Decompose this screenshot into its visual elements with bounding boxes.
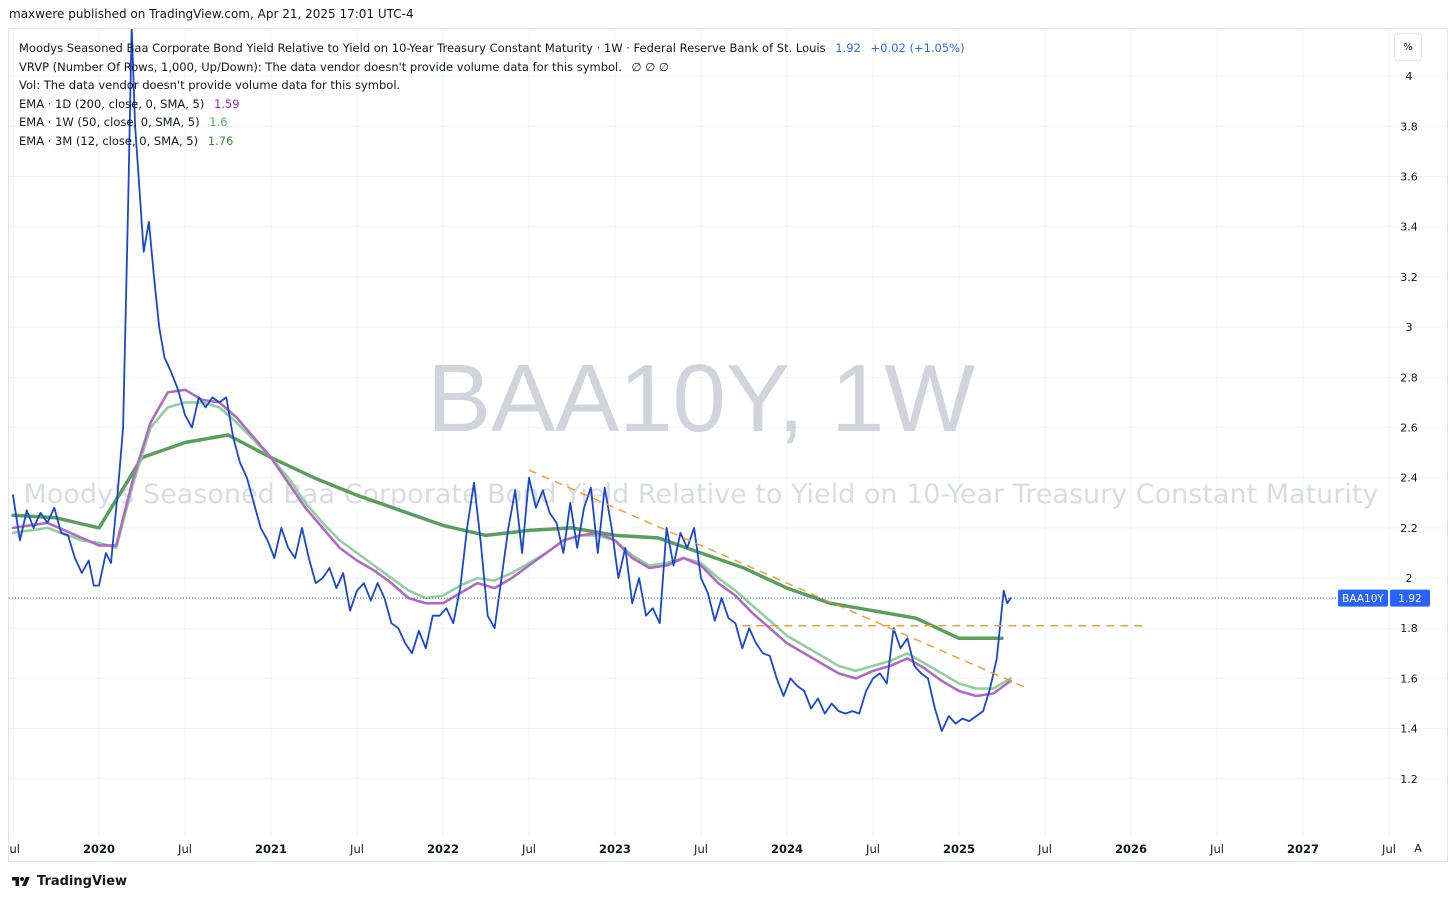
- price-tag: BAA10Y 1.92: [1338, 589, 1430, 607]
- legend-ema-3m[interactable]: EMA · 3M (12, close, 0, SMA, 5) 1.76: [19, 132, 965, 151]
- x-tick-label: 2020: [83, 842, 115, 856]
- x-tick-label: Jul: [1381, 842, 1396, 856]
- chart-frame[interactable]: BAA10Y, 1W Moody's Seasoned Baa Corporat…: [8, 28, 1448, 862]
- x-tick-label: 2022: [427, 842, 459, 856]
- x-tick-label: Jul: [349, 842, 364, 856]
- y-tick-label: 3: [1406, 321, 1413, 334]
- x-tick-label: 2026: [1115, 842, 1147, 856]
- series-line-ema_1d: [11, 388, 1012, 698]
- auto-scale-button[interactable]: A: [1414, 841, 1422, 855]
- y-tick-label: 1.4: [1400, 723, 1418, 736]
- y-tick-label: 3.4: [1400, 221, 1418, 234]
- y-tick-label: 2: [1406, 572, 1413, 585]
- y-tick-label: 3.6: [1400, 171, 1418, 184]
- price-tag-value-bg: [1390, 589, 1430, 607]
- publish-header: maxwere published on TradingView.com, Ap…: [9, 7, 414, 21]
- x-tick-label: 2025: [943, 842, 975, 856]
- tradingview-logo-icon: [12, 876, 30, 886]
- watermark-description: Moody's Seasoned Baa Corporate Bond Yiel…: [24, 479, 1379, 510]
- y-tick-label: 1.2: [1400, 773, 1418, 786]
- x-axis: Jul 2020 Jul 2021 Jul 2022 Jul 2023 Jul 2024 Jul 20…: [9, 842, 1396, 856]
- trendlines: [528, 469, 1149, 690]
- legend-ema-1w-value: 1.6: [209, 115, 228, 129]
- series-line-price: [12, 29, 1012, 732]
- y-tick-label: 3.8: [1400, 120, 1418, 133]
- x-tick-label: Jul: [1209, 842, 1224, 856]
- y-tick-label: 1.8: [1400, 622, 1418, 635]
- legend-vrvp[interactable]: VRVP (Number Of Rows, 1,000, Up/Down): T…: [19, 58, 965, 77]
- y-tick-label: 2.6: [1400, 421, 1418, 434]
- price-tag-value: 1.92: [1398, 593, 1421, 605]
- watermark: BAA10Y, 1W Moody's Seasoned Baa Corporat…: [24, 345, 1379, 510]
- legend-main[interactable]: Moodys Seasoned Baa Corporate Bond Yield…: [19, 39, 965, 58]
- legend-vrvp-values: ∅ ∅ ∅: [631, 59, 669, 74]
- legend-vrvp-label: VRVP (Number Of Rows, 1,000, Up/Down): T…: [19, 59, 622, 74]
- legend-ema-1d-label: EMA · 1D (200, close, 0, SMA, 5): [19, 96, 205, 111]
- legend-ema-1w-label: EMA · 1W (50, close, 0, SMA, 5): [19, 115, 200, 129]
- y-axis: 1.2 1.4 1.6 1.8 2 2.2 2.4 2.6 2.8 3 3.2 3.4 3.6 3.8 4: [1400, 70, 1418, 786]
- x-tick-label: 2024: [771, 842, 803, 856]
- x-tick-label: Jul: [865, 842, 880, 856]
- legend-main-label: Moodys Seasoned Baa Corporate Bond Yield…: [19, 41, 826, 55]
- legend-ema-3m-label: EMA · 3M (12, close, 0, SMA, 5): [19, 133, 199, 148]
- y-tick-label: 2.4: [1400, 472, 1418, 485]
- footer-brand-label: TradingView: [37, 874, 128, 889]
- price-tag-symbol: BAA10Y: [1342, 593, 1384, 605]
- trendline: [528, 469, 1029, 690]
- chart-plot[interactable]: BAA10Y, 1W Moody's Seasoned Baa Corporat…: [9, 29, 1447, 861]
- legend-main-value: 1.92: [835, 41, 861, 55]
- y-tick-label: 2.2: [1400, 522, 1418, 535]
- legend-ema-1d-value: 1.59: [214, 96, 240, 111]
- x-tick-label: 2023: [599, 842, 631, 856]
- x-tick-label: 2021: [255, 842, 287, 856]
- footer-brand[interactable]: TradingView: [10, 874, 127, 889]
- grid: [9, 29, 1447, 835]
- x-tick-label: Jul: [693, 842, 708, 856]
- legend-main-change: +0.02 (+1.05%): [870, 41, 965, 55]
- legend-ema-3m-value: 1.76: [207, 133, 234, 148]
- legend-vol[interactable]: Vol: The data vendor doesn't provide vol…: [19, 76, 965, 95]
- legend-ema-1w[interactable]: EMA · 1W (50, close, 0, SMA, 5) 1.6: [19, 113, 965, 132]
- legend-ema-1d[interactable]: EMA · 1D (200, close, 0, SMA, 5) 1.59: [19, 95, 965, 114]
- legend-vol-label: Vol: The data vendor doesn't provide vol…: [19, 78, 401, 92]
- y-tick-label: 1.6: [1400, 672, 1418, 685]
- x-tick-label: Jul: [521, 842, 536, 856]
- y-tick-label: 3.2: [1400, 271, 1418, 284]
- x-tick-label: Jul: [1037, 842, 1052, 856]
- percent-scale-button[interactable]: %: [1394, 33, 1422, 61]
- x-tick-label: Jul: [9, 842, 20, 856]
- x-tick-label: Jul: [177, 842, 192, 856]
- y-tick-label: 2.8: [1400, 371, 1418, 384]
- legend: Moodys Seasoned Baa Corporate Bond Yield…: [19, 39, 965, 150]
- y-tick-label: 4: [1406, 70, 1413, 83]
- price-tag-symbol-bg: [1338, 589, 1388, 607]
- watermark-symbol: BAA10Y, 1W: [427, 345, 975, 452]
- x-tick-label: 2027: [1287, 842, 1319, 856]
